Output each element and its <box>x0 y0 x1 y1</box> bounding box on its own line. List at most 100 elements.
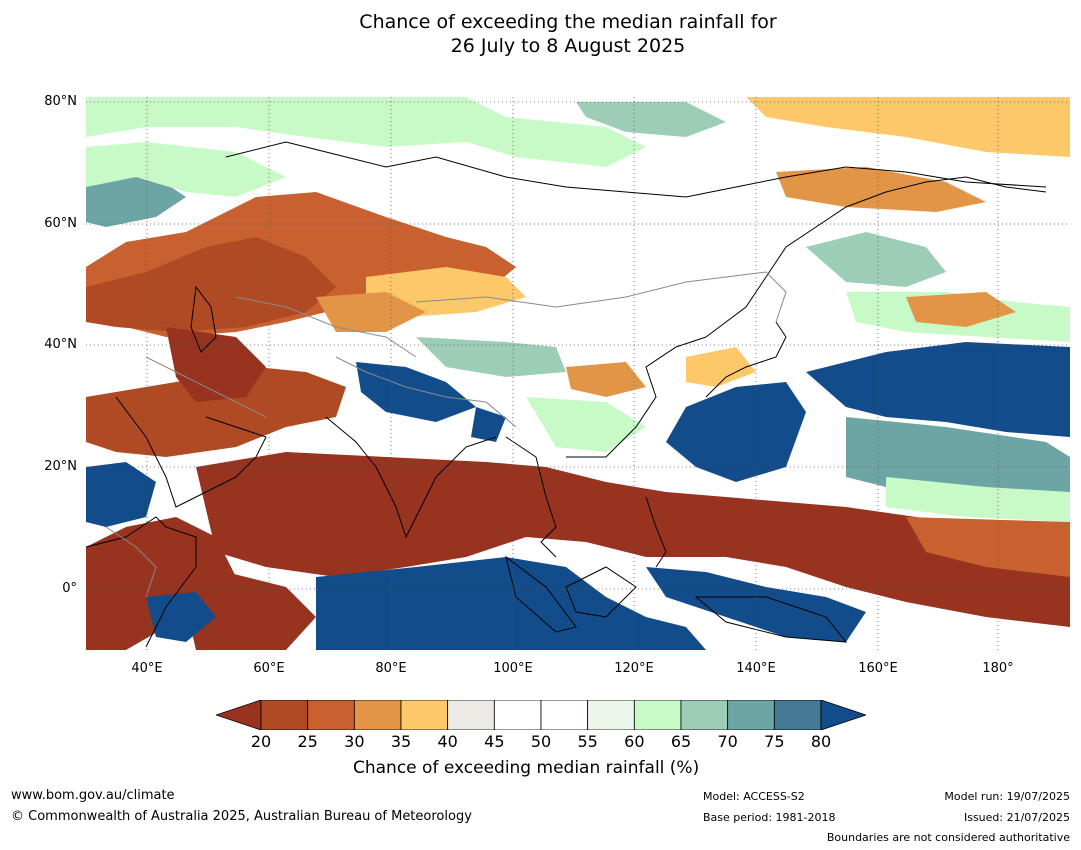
northeast-siberia-dry <box>746 97 1070 157</box>
footer-base-period: Base period: 1981-2018 <box>703 811 836 824</box>
colorbar-segment <box>680 699 729 731</box>
lon-label-140e: 140°E <box>736 661 776 676</box>
arctic-teal-region <box>576 102 726 137</box>
lat-label-60n: 60°N <box>44 216 77 231</box>
colorbar-segment <box>260 699 309 731</box>
border-central-asia <box>235 296 417 358</box>
coastline-borneo <box>565 566 637 618</box>
footer-model-run: Model run: 19/07/2025 <box>944 790 1070 803</box>
pacific-south-light-green <box>886 477 1070 522</box>
indonesia-wet <box>646 567 866 642</box>
korea-dry-patch <box>686 347 756 387</box>
colorbar-tick-label: 50 <box>530 732 552 751</box>
lon-label-120e: 120°E <box>614 661 654 676</box>
map-gridlines <box>86 97 1070 650</box>
colorbar-segment <box>540 699 589 731</box>
colorbar-label: Chance of exceeding median rainfall (%) <box>353 758 700 778</box>
border-middle-east <box>145 356 267 418</box>
border-russia-china <box>725 271 787 323</box>
map-title-line1: Chance of exceeding the median rainfall … <box>359 11 777 33</box>
footer-issued: Issued: 21/07/2025 <box>963 811 1070 824</box>
colorbar-segment <box>447 699 495 731</box>
east-africa-dry <box>86 517 236 650</box>
coastline-arctic <box>225 141 1047 198</box>
rainfall-map <box>86 97 1070 650</box>
border-south-asia <box>335 356 517 428</box>
kuril-dry-patch <box>906 292 1016 327</box>
red-sea-wet <box>86 462 156 527</box>
colorbar-tick-label: 35 <box>390 732 412 751</box>
colorbar-segment <box>307 699 355 731</box>
lon-label-80e: 80°E <box>375 661 407 676</box>
coastline-caspian <box>190 285 217 353</box>
colorbar-extend-low <box>214 699 262 731</box>
colorbar-segment <box>727 699 775 731</box>
country-borders <box>105 271 787 598</box>
colorbar-tick-label: 30 <box>344 732 365 751</box>
coastline-china <box>566 336 707 458</box>
map-title-line2: 26 July to 8 August 2025 <box>450 35 686 57</box>
middle-east-dry <box>86 367 346 457</box>
colorbar-tick-label: 40 <box>437 732 458 751</box>
colorbar-tick-label: 55 <box>577 732 598 751</box>
east-china-sea-wet <box>666 382 806 482</box>
colorbar-tick-label: 70 <box>717 732 738 751</box>
iran-dry-core <box>166 327 266 402</box>
coastlines <box>86 141 1047 648</box>
southern-dry-band <box>186 567 316 650</box>
map-title: Chance of exceeding the median rainfall … <box>0 10 1081 58</box>
colorbar-segment <box>587 699 635 731</box>
colorbar-tick-label: 65 <box>670 732 692 751</box>
bay-of-bengal-wet <box>471 407 506 442</box>
arctic-green-region <box>86 97 646 167</box>
south-china-dry-patch <box>566 362 646 397</box>
maritime-continent-wet <box>316 557 706 650</box>
footer-url[interactable]: www.bom.gov.au/climate <box>11 788 175 803</box>
central-asia-dry <box>316 292 426 332</box>
pacific-south-dry <box>906 517 1070 577</box>
northwest-green-region <box>86 142 286 197</box>
rainfall-map-svg <box>86 97 1070 650</box>
coastline-southeast-asia <box>505 436 557 558</box>
coastline-russia-pacific <box>705 176 1047 338</box>
lon-label-40e: 40°E <box>131 661 163 676</box>
footer-copyright: © Commonwealth of Australia 2025, Austra… <box>11 809 472 824</box>
footer-disclaimer: Boundaries are not considered authoritat… <box>826 831 1070 844</box>
colorbar-tick-label: 45 <box>484 732 505 751</box>
africa-wet-patch <box>146 592 216 642</box>
coastline-africa <box>86 516 197 648</box>
colorbar-segment <box>493 699 542 731</box>
lon-label-100e: 100°E <box>493 661 533 676</box>
border-china-mongolia <box>415 276 727 308</box>
colorbar-tick-label: 60 <box>624 732 645 751</box>
coastline-japan <box>705 321 787 398</box>
lon-label-180: 180° <box>982 661 1014 676</box>
footer-model: Model: ACCESS-S2 <box>703 790 805 803</box>
lon-label-60e: 60°E <box>253 661 285 676</box>
coastline-philippines <box>645 496 667 568</box>
east-siberia-dry <box>776 167 986 212</box>
colorbar-tick-label: 20 <box>250 732 272 751</box>
colorbar-segment <box>400 699 449 731</box>
lat-label-80n: 80°N <box>44 94 77 109</box>
coastline-new-guinea <box>694 596 848 643</box>
himalaya-wet <box>356 362 476 422</box>
pacific-wet-band <box>806 342 1070 437</box>
indian-ocean-dry-band <box>196 452 1070 627</box>
colorbar-tick-label: 25 <box>297 732 318 751</box>
lat-label-equator: 0° <box>62 581 77 596</box>
lat-label-20n: 20°N <box>44 459 77 474</box>
coastline-arabia <box>115 396 267 508</box>
lat-label-40n: 40°N <box>44 337 77 352</box>
border-africa <box>105 526 157 598</box>
east-asia-green <box>526 397 646 452</box>
colorbar-svg <box>214 699 868 731</box>
coastline-india <box>325 416 497 539</box>
colorbar-segment <box>353 699 402 731</box>
colorbar <box>214 699 868 731</box>
eurasia-dry-core <box>86 237 336 332</box>
lon-label-160e: 160°E <box>858 661 898 676</box>
colorbar-segment <box>633 699 682 731</box>
colorbar-tick-label: 80 <box>810 732 832 751</box>
colorbar-segment <box>773 699 822 731</box>
